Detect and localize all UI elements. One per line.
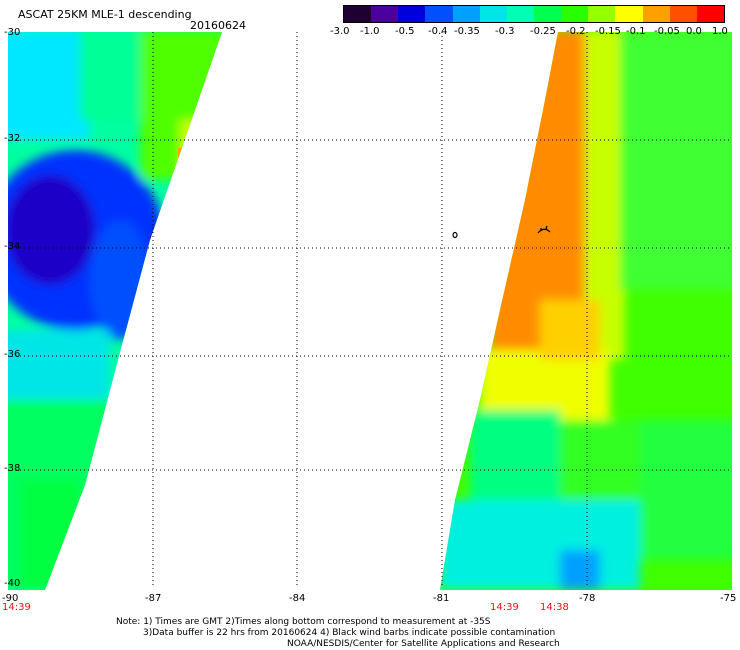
lat-label: -38 — [4, 463, 21, 474]
colorbar-segment — [669, 6, 697, 22]
colorbar-segment — [371, 6, 399, 22]
colorbar-segment — [398, 6, 426, 22]
colorbar-segment — [506, 6, 534, 22]
note-line-2: 3)Data buffer is 22 hrs from 20160624 4)… — [143, 628, 556, 638]
pass-time: 14:39 — [2, 602, 31, 613]
colorbar-segment — [561, 6, 589, 22]
lon-label: -75 — [720, 593, 737, 604]
colorbar-tick: -0.5 — [395, 26, 415, 37]
colorbar-segment — [425, 6, 453, 22]
lon-label: -90 — [2, 593, 19, 604]
lat-label: -30 — [4, 27, 21, 38]
wind-barb-markers — [452, 225, 551, 239]
lat-label: -36 — [4, 349, 21, 360]
pass-time: 14:39 — [490, 602, 519, 613]
product-date: 20160624 — [190, 19, 246, 32]
pass-time: 14:38 — [540, 602, 569, 613]
product-title: ASCAT 25KM MLE-1 descending — [18, 8, 192, 21]
colorbar-segment — [615, 6, 643, 22]
lat-label: -40 — [4, 578, 21, 589]
graticule — [8, 32, 732, 588]
colorbar-segment — [696, 6, 724, 22]
colorbar-tick: -0.2 — [566, 26, 586, 37]
colorbar-segment — [479, 6, 507, 22]
colorbar-segment — [642, 6, 670, 22]
lon-label: -87 — [145, 593, 162, 604]
left-swath — [8, 32, 222, 590]
colorbar-tick: -0.15 — [595, 26, 621, 37]
colorbar-tick: 1.0 — [712, 26, 728, 37]
colorbar-tick: -0.35 — [454, 26, 480, 37]
colorbar-segment — [588, 6, 616, 22]
lat-label: -32 — [4, 133, 21, 144]
colorbar-ticks: -3.0 -1.0 -0.5 -0.4 -0.35 -0.3 -0.25 -0.… — [330, 26, 730, 38]
lon-label: -84 — [289, 593, 306, 604]
colorbar-tick: -0.05 — [654, 26, 680, 37]
lat-label: -34 — [4, 241, 21, 252]
colorbar-tick: -1.0 — [360, 26, 380, 37]
lon-label: -78 — [579, 593, 596, 604]
colorbar-tick: -0.3 — [495, 26, 515, 37]
lon-label: -81 — [433, 593, 450, 604]
colorbar-segment — [344, 6, 372, 22]
note-line-1: Note: 1) Times are GMT 2)Times along bot… — [116, 617, 491, 627]
colorbar-tick: -0.1 — [626, 26, 646, 37]
colorbar-segment — [452, 6, 480, 22]
note-line-3: NOAA/NESDIS/Center for Satellite Applica… — [287, 639, 560, 649]
colorbar-segment — [533, 6, 562, 22]
right-swath — [440, 32, 732, 590]
colorbar-tick: -3.0 — [330, 26, 350, 37]
colorbar-tick: 0.0 — [686, 26, 702, 37]
colorbar-tick: -0.4 — [428, 26, 448, 37]
colorbar — [343, 5, 725, 23]
colorbar-tick: -0.25 — [530, 26, 556, 37]
